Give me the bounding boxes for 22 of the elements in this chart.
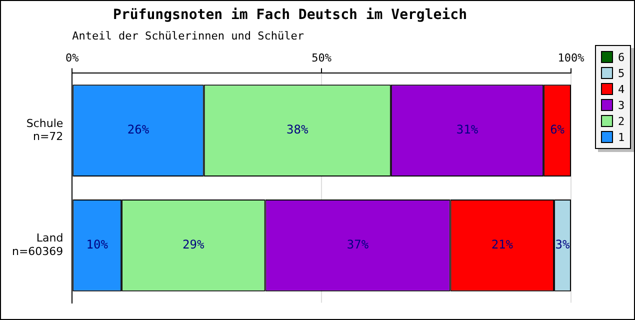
legend-label: 5 <box>618 66 625 80</box>
chart-title: Prüfungsnoten im Fach Deutsch im Vergleich <box>112 7 468 24</box>
legend-label: 2 <box>618 114 625 128</box>
legend-label: 3 <box>618 98 625 112</box>
legend-label: 6 <box>618 50 625 64</box>
x-tick-label: 0% <box>66 51 80 64</box>
legend-label: 1 <box>618 130 625 144</box>
data-label: 21% <box>491 238 514 252</box>
data-label: 3% <box>555 238 571 252</box>
legend-label: 4 <box>618 82 625 96</box>
y-tick-label: Land n=60369 <box>12 232 64 258</box>
data-label: 37% <box>346 238 370 252</box>
data-label: 38% <box>286 122 310 137</box>
data-label: 29% <box>182 238 205 252</box>
y-tick-label: Schule n=72 <box>26 116 64 144</box>
data-label: 31% <box>456 122 479 137</box>
x-tick-label: 50% <box>312 51 332 64</box>
x-axis-title: Anteil der Schülerinnen und Schüler <box>72 29 304 42</box>
data-label: 10% <box>86 238 109 252</box>
data-label: 26% <box>127 122 150 137</box>
x-tick-label: 100% <box>558 51 585 64</box>
data-label: 6% <box>550 122 566 137</box>
